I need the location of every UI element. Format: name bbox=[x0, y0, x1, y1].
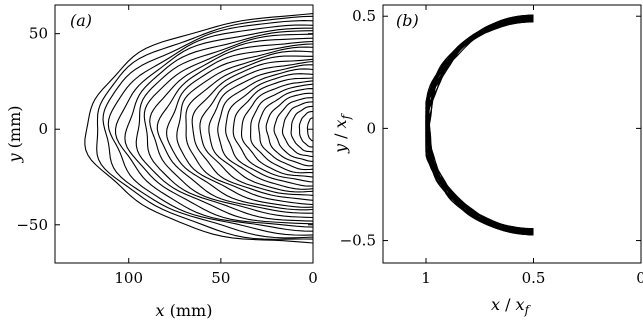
normalized-curve bbox=[425, 17, 534, 234]
normalized-curve bbox=[425, 14, 534, 236]
y-tick-label-b: −0.5 bbox=[340, 232, 376, 250]
contour-line bbox=[199, 60, 314, 196]
x-tick-label-a: 100 bbox=[114, 269, 143, 287]
contour-line bbox=[185, 55, 314, 206]
contour-line bbox=[217, 68, 314, 190]
contour-line bbox=[298, 110, 313, 148]
normalized-curve bbox=[425, 15, 534, 235]
x-axis-label-b: x / xf bbox=[491, 295, 532, 317]
normalized-curve bbox=[425, 21, 534, 230]
contour-line bbox=[124, 30, 314, 228]
contour-line bbox=[191, 58, 314, 201]
panel-b: 1 0.5 0 0.5 0 −0.5 (b) x / xf y / xf bbox=[331, 4, 643, 317]
contour-line bbox=[281, 101, 314, 158]
axes-frame-b bbox=[382, 4, 642, 264]
y-tick-label-b: 0.5 bbox=[352, 7, 376, 25]
contour-line bbox=[225, 73, 314, 187]
normalized-curve bbox=[426, 18, 534, 233]
x-tick-label-a: 0 bbox=[308, 269, 318, 287]
normalized-curve bbox=[425, 14, 534, 236]
contour-line bbox=[143, 37, 314, 222]
normalized-curve bbox=[425, 14, 534, 236]
panel-label-b: (b) bbox=[396, 11, 419, 30]
normalized-curve bbox=[425, 18, 534, 231]
normalized-curve bbox=[425, 16, 534, 233]
y-tick-label-a: 0 bbox=[38, 120, 48, 138]
contour-line bbox=[240, 80, 314, 178]
contour-line bbox=[114, 27, 314, 232]
contour-line bbox=[102, 20, 314, 239]
y-tick-label-a: 50 bbox=[29, 25, 48, 43]
contour-lines-a bbox=[84, 13, 314, 244]
normalized-curve bbox=[425, 16, 534, 235]
normalized-curve bbox=[426, 17, 534, 233]
panel-a: 100 50 0 50 0 −50 (a) x (mm) y (mm) bbox=[5, 4, 318, 320]
panel-label-a: (a) bbox=[70, 11, 92, 30]
y-axis-label-a: y (mm) bbox=[5, 106, 24, 164]
normalized-curve bbox=[426, 14, 534, 236]
normalized-curve bbox=[425, 19, 534, 230]
axes-frame-a bbox=[54, 4, 314, 264]
contour-line bbox=[273, 97, 314, 162]
contour-line bbox=[265, 92, 314, 167]
normalized-curve bbox=[425, 20, 534, 231]
contour-line bbox=[84, 13, 314, 244]
normalized-curve bbox=[425, 15, 534, 235]
x-tick-label-b: 1 bbox=[421, 269, 431, 287]
normalized-curve bbox=[425, 15, 534, 236]
x-tick-label-a: 50 bbox=[211, 269, 230, 287]
contour-line bbox=[306, 117, 314, 142]
contour-line bbox=[166, 46, 314, 211]
x-tick-label-b: 0.5 bbox=[522, 269, 546, 287]
contour-line bbox=[290, 105, 314, 153]
normalized-curve bbox=[425, 14, 534, 235]
contour-line bbox=[258, 88, 314, 171]
x-axis-label-a: x (mm) bbox=[156, 301, 213, 320]
y-tick-label-b: 0 bbox=[366, 119, 376, 137]
contour-line bbox=[176, 50, 314, 208]
contour-line bbox=[156, 43, 314, 214]
contour-line bbox=[96, 15, 314, 240]
normalized-curve bbox=[425, 20, 534, 230]
normalized-curve bbox=[425, 15, 534, 234]
ticks-a: 100 50 0 50 0 −50 bbox=[16, 5, 318, 287]
contour-line bbox=[149, 40, 314, 219]
y-axis-label-b: y / xf bbox=[331, 112, 353, 154]
contour-line bbox=[250, 83, 314, 174]
normalized-curve bbox=[425, 21, 534, 230]
ticks-b: 1 0.5 0 0.5 0 −0.5 bbox=[340, 5, 643, 287]
normalized-curve bbox=[425, 21, 534, 230]
normalized-curves-b bbox=[425, 14, 534, 236]
contour-line bbox=[135, 33, 314, 225]
normalized-curve bbox=[425, 18, 534, 232]
y-tick-label-a: −50 bbox=[16, 216, 48, 234]
contour-line bbox=[208, 64, 314, 193]
normalized-curve bbox=[425, 17, 534, 233]
x-tick-label-b: 0 bbox=[636, 269, 643, 287]
contour-line bbox=[232, 77, 314, 183]
normalized-curve bbox=[425, 19, 534, 232]
contour-line bbox=[107, 24, 314, 236]
